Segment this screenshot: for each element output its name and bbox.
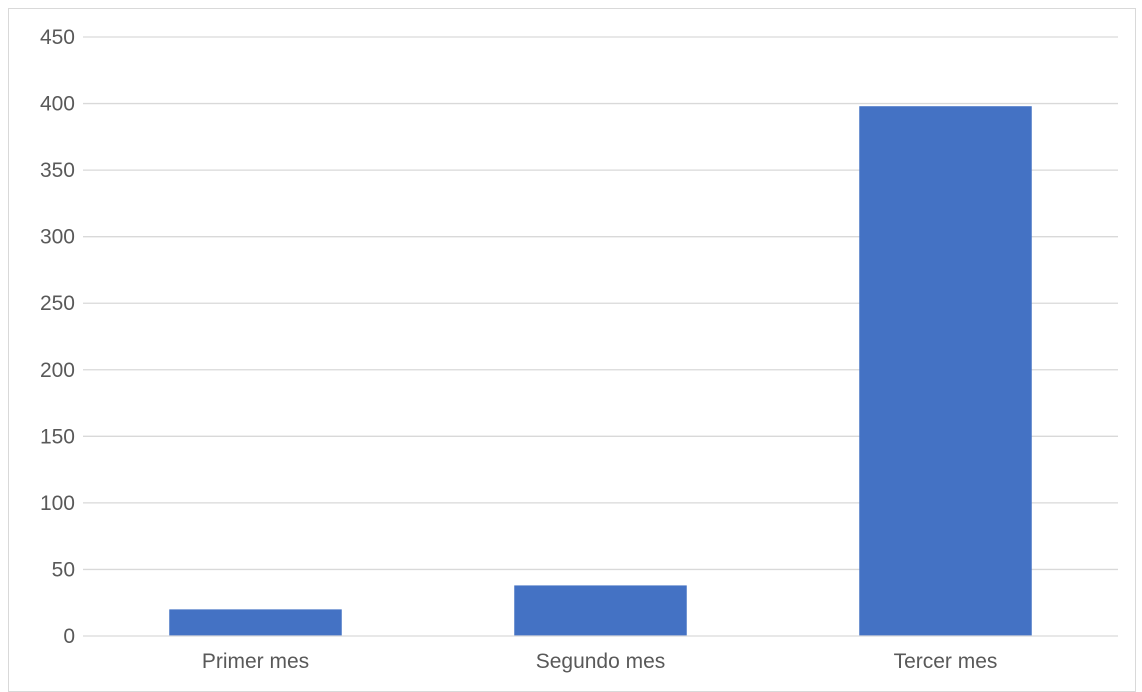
y-tick-label: 200 xyxy=(40,359,75,382)
x-axis-category-labels: Primer mes Segundo mes Tercer mes xyxy=(202,650,998,673)
bar-2 xyxy=(514,585,687,636)
y-tick-label: 50 xyxy=(52,558,75,581)
y-tick-label: 150 xyxy=(40,425,75,448)
bar-3 xyxy=(859,106,1032,637)
x-category-label: Tercer mes xyxy=(894,650,998,673)
y-axis-tick-labels: 0 50 100 150 200 250 300 350 400 450 xyxy=(40,26,75,648)
bars xyxy=(169,106,1032,637)
y-tick-label: 350 xyxy=(40,159,75,182)
x-category-label: Segundo mes xyxy=(536,650,666,673)
y-tick-label: 450 xyxy=(40,26,75,49)
bar-1 xyxy=(169,609,342,636)
y-tick-label: 0 xyxy=(63,625,75,648)
y-tick-label: 300 xyxy=(40,226,75,249)
y-tick-label: 100 xyxy=(40,492,75,515)
y-tick-label: 400 xyxy=(40,93,75,116)
x-category-label: Primer mes xyxy=(202,650,309,673)
y-tick-label: 250 xyxy=(40,292,75,315)
